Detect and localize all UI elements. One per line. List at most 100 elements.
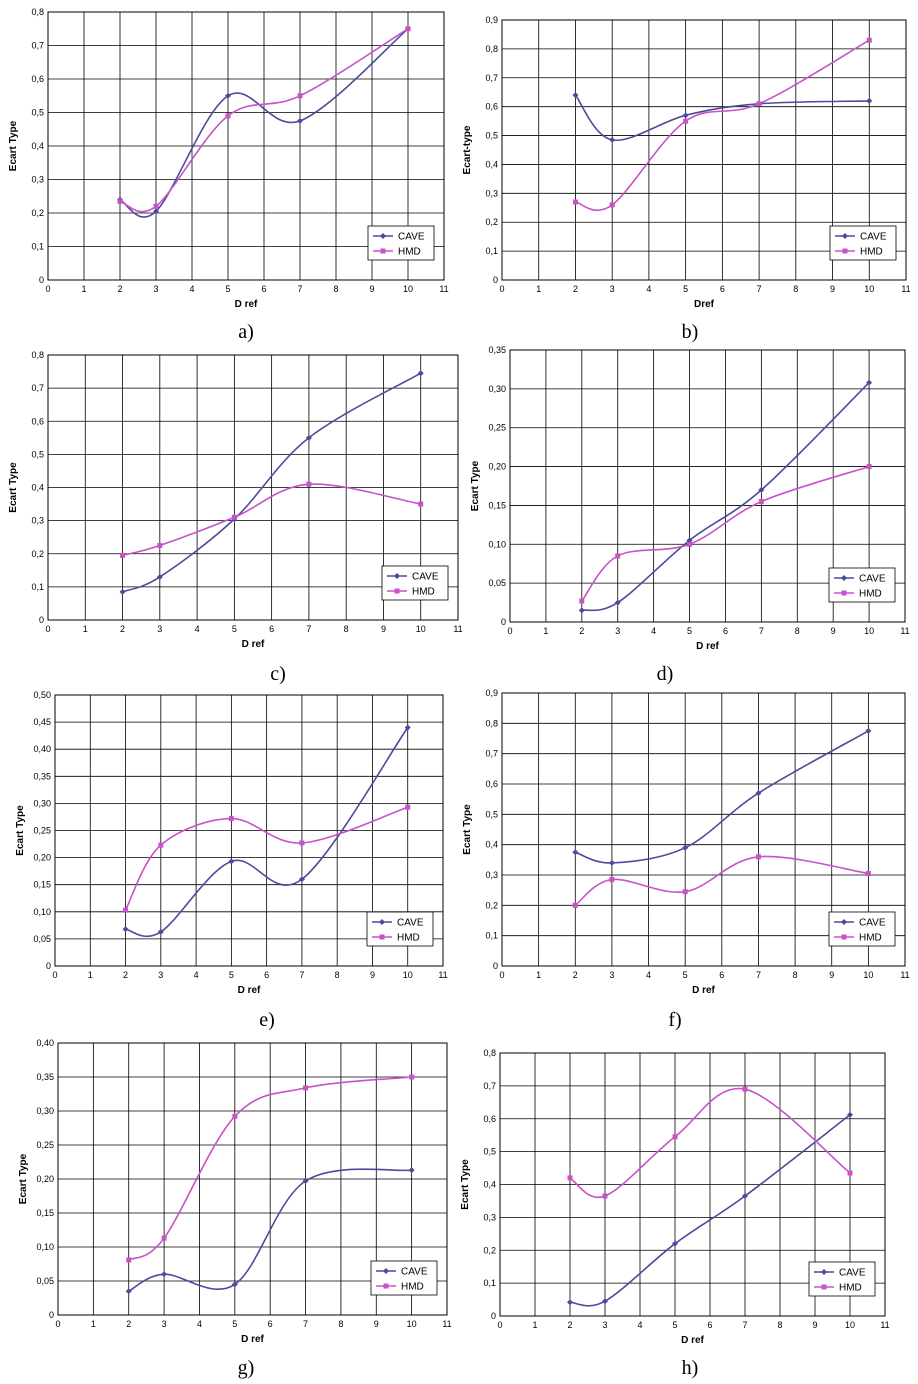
- y-tick-label: 0,30: [488, 384, 506, 394]
- plot-frame: [509, 349, 906, 623]
- legend-box: [381, 565, 449, 601]
- y-tick-label: 0,2: [483, 1245, 496, 1255]
- legend: CAVE HMD: [366, 911, 434, 947]
- x-axis-title: D ref: [681, 1335, 704, 1346]
- series-line-cave: [128, 1168, 412, 1292]
- data-point: [866, 37, 872, 43]
- legend-label: CAVE: [859, 574, 886, 585]
- data-point: [297, 117, 303, 124]
- series-line-hmd: [124, 806, 408, 911]
- y-tick-label: 0,05: [36, 1276, 54, 1286]
- x-tick-label: 7: [742, 1320, 747, 1330]
- x-tick-label: 8: [338, 1319, 343, 1329]
- y-tick-label: 0,1: [485, 931, 498, 941]
- y-axis-title: Ecart Type: [8, 120, 19, 171]
- legend-label: CAVE: [860, 232, 887, 243]
- y-tick-label: 0: [501, 617, 506, 627]
- x-tick-label: 2: [573, 284, 578, 294]
- legend-label: HMD: [401, 1282, 424, 1293]
- legend-marker: [842, 233, 848, 239]
- y-tick-label: 0: [39, 275, 44, 285]
- x-tick-label: 11: [880, 1320, 889, 1330]
- y-tick-label: 0,35: [36, 1072, 54, 1082]
- x-axis-title: D ref: [235, 299, 258, 310]
- x-tick-label: 11: [453, 624, 462, 634]
- chart-panel-h: 0 1 2 3 4 5 6 7 8 9 10 11 0 0,1 0,2 0,3 0,4 0,5 0,6 0,7 0,8 D…: [460, 1048, 890, 1379]
- x-tick-label: 4: [197, 1319, 202, 1329]
- data-point: [405, 26, 411, 32]
- x-tick-label: 6: [264, 970, 269, 980]
- legend-label: HMD: [412, 587, 435, 598]
- x-tick-label: 0: [45, 624, 50, 634]
- data-point: [755, 854, 761, 860]
- legend-box: [808, 1261, 876, 1297]
- x-tick-label: 7: [297, 284, 302, 294]
- plot-frame: [499, 1052, 886, 1317]
- x-tick-label: 2: [117, 284, 122, 294]
- y-tick-label: 0,05: [33, 934, 51, 944]
- x-tick-label: 10: [403, 284, 413, 294]
- x-tick-label: 11: [900, 626, 909, 636]
- data-point: [161, 1235, 167, 1241]
- data-point: [153, 208, 159, 215]
- x-tick-label: 5: [232, 624, 237, 634]
- data-point: [579, 598, 585, 604]
- x-tick-label: 10: [416, 624, 426, 634]
- x-tick-label: 1: [543, 626, 548, 636]
- series-line-hmd: [119, 28, 409, 213]
- legend-marker: [379, 919, 385, 925]
- series-line-cave: [569, 1114, 851, 1307]
- y-tick-label: 0,8: [31, 7, 44, 17]
- series-cave: [125, 1167, 415, 1295]
- y-tick-label: 0,1: [485, 246, 498, 256]
- data-point: [302, 1178, 309, 1185]
- y-tick-label: 0,50: [33, 690, 51, 700]
- x-tick-label: 0: [507, 626, 512, 636]
- legend-label: CAVE: [839, 1268, 866, 1279]
- panel-label: c): [270, 663, 286, 685]
- data-point: [756, 101, 762, 107]
- data-point: [404, 724, 411, 731]
- data-point: [865, 727, 872, 734]
- x-tick-label: 8: [344, 624, 349, 634]
- legend-label: CAVE: [412, 572, 439, 583]
- series-hmd: [117, 26, 411, 213]
- x-tick-label: 0: [52, 970, 57, 980]
- chart-panel-a: 0 1 2 3 4 5 6 7 8 9 10 11 0 0,1 0,2 0,3 0,4 0,5 0,6 0,7 0,8 D…: [8, 7, 449, 343]
- legend-marker: [383, 1268, 389, 1274]
- legend-label: HMD: [859, 933, 882, 944]
- legend: CAVE HMD: [808, 1261, 876, 1297]
- x-tick-label: 11: [439, 284, 448, 294]
- panel-label: h): [682, 1357, 699, 1379]
- series-hmd: [126, 1074, 415, 1263]
- legend-marker: [821, 1269, 827, 1275]
- plot-frame: [47, 354, 459, 621]
- data-point: [672, 1134, 678, 1140]
- panel-label: b): [682, 321, 699, 343]
- x-tick-label: 0: [45, 284, 50, 294]
- x-tick-label: 5: [225, 284, 230, 294]
- x-tick-label: 5: [232, 1319, 237, 1329]
- data-point: [298, 876, 305, 883]
- y-tick-label: 0,4: [31, 483, 44, 493]
- y-tick-label: 0,1: [31, 242, 44, 252]
- y-tick-label: 0,4: [31, 141, 44, 151]
- data-point: [126, 1257, 132, 1263]
- x-axis-title: D ref: [241, 1334, 264, 1345]
- x-tick-label: 0: [55, 1319, 60, 1329]
- chart-panel-e: 0 1 2 3 4 5 6 7 8 9 10 11 0 0,05 0,10 0,15 0,20 0,25 0,30 0…: [15, 690, 448, 1031]
- x-tick-label: 0: [497, 1320, 502, 1330]
- legend-marker: [841, 919, 847, 925]
- legend-marker: [380, 233, 386, 239]
- x-tick-label: 9: [831, 626, 836, 636]
- data-point: [683, 118, 689, 124]
- x-tick-label: 3: [609, 970, 614, 980]
- x-tick-label: 8: [333, 284, 338, 294]
- x-tick-label: 6: [720, 284, 725, 294]
- legend: CAVE HMD: [367, 225, 435, 261]
- x-tick-label: 9: [369, 284, 374, 294]
- y-tick-label: 0,7: [31, 41, 44, 51]
- y-axis-title: Ecart Type: [8, 462, 19, 513]
- x-tick-label: 11: [901, 284, 910, 294]
